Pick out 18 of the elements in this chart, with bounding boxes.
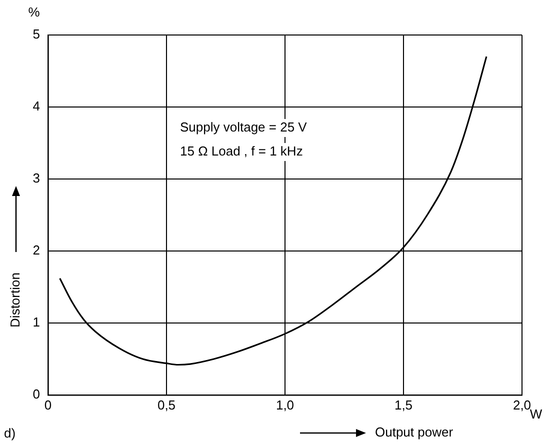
x-tick-label: 0 (44, 397, 52, 412)
y-tick-label: 4 (32, 98, 40, 114)
x-tick-label: 1,0 (276, 397, 294, 412)
text: d) (4, 426, 16, 441)
annotation: 15 Ω Load , f = 1 kHz (180, 144, 303, 159)
y-tick-label: 5 (32, 26, 40, 42)
y-tick-label: 3 (32, 170, 40, 186)
y-tick-label: 1 (32, 314, 40, 330)
text: W (530, 406, 543, 422)
text: % (28, 4, 40, 20)
x-tick-label: 2,0 (512, 397, 532, 412)
y-axis-title: Distortion (8, 272, 23, 328)
x-tick-label: 0,5 (157, 397, 176, 412)
y-tick-label: 2 (32, 242, 40, 258)
x-axis-title: Output power (375, 424, 454, 440)
annotation: Supply voltage = 25 V (180, 120, 308, 135)
y-tick-label: 0 (32, 386, 40, 402)
x-tick-label: 1,5 (394, 397, 413, 412)
